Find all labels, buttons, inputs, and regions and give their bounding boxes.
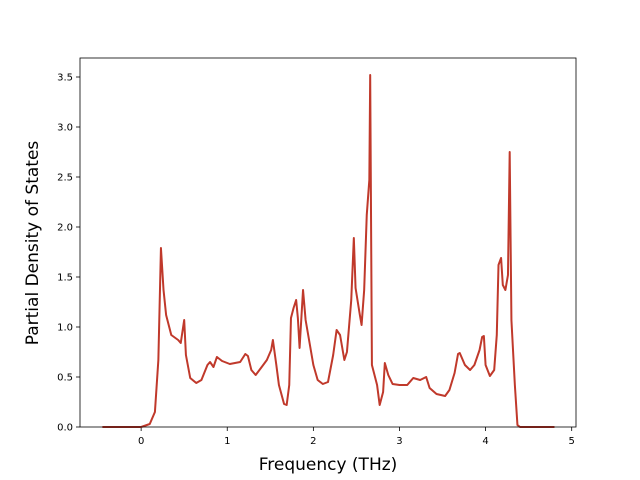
y-tick-label: 3.5 [57, 73, 73, 84]
y-tick-label: 0.5 [57, 373, 73, 384]
y-tick-label: 0.0 [57, 423, 73, 434]
x-tick-label: 5 [569, 436, 575, 447]
x-tick-label: 1 [224, 436, 230, 447]
y-tick-label: 3.0 [57, 123, 73, 134]
plot-frame [79, 57, 577, 428]
data-line [102, 74, 555, 428]
y-tick-label: 2.0 [57, 223, 73, 234]
x-tick-label: 4 [482, 436, 488, 447]
y-tick-label: 1.0 [57, 323, 73, 334]
x-tick-label: 3 [396, 436, 402, 447]
y-tick-label: 2.5 [57, 173, 73, 184]
y-axis-label: Partial Density of States [23, 141, 43, 346]
y-tick-label: 1.5 [57, 273, 73, 284]
x-axis-label: Frequency (THz) [259, 455, 398, 475]
x-tick-label: 2 [310, 436, 316, 447]
x-tick-label: 0 [138, 436, 144, 447]
